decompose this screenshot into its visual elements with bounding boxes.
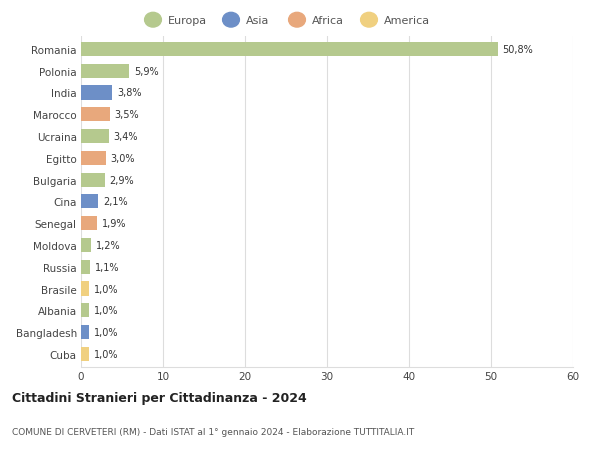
Bar: [81, 217, 97, 231]
Text: Europa: Europa: [168, 16, 207, 26]
Text: 50,8%: 50,8%: [502, 45, 533, 55]
Text: Africa: Africa: [312, 16, 344, 26]
Text: 1,0%: 1,0%: [94, 349, 119, 359]
Text: 2,1%: 2,1%: [103, 197, 128, 207]
Text: 3,8%: 3,8%: [117, 88, 142, 98]
Text: Cittadini Stranieri per Cittadinanza - 2024: Cittadini Stranieri per Cittadinanza - 2…: [12, 392, 307, 405]
Bar: [81, 260, 90, 274]
Text: America: America: [384, 16, 430, 26]
Text: 1,0%: 1,0%: [94, 284, 119, 294]
Text: 1,1%: 1,1%: [95, 262, 119, 272]
Bar: [81, 151, 106, 166]
Text: 3,0%: 3,0%: [110, 153, 135, 163]
Bar: [81, 238, 91, 252]
Text: 2,9%: 2,9%: [110, 175, 134, 185]
Bar: [81, 303, 89, 318]
Text: 3,5%: 3,5%: [115, 110, 139, 120]
Bar: [81, 64, 130, 78]
Bar: [81, 282, 89, 296]
Text: 1,2%: 1,2%: [96, 241, 121, 251]
Bar: [81, 86, 112, 101]
Text: 5,9%: 5,9%: [134, 67, 159, 77]
Text: 1,9%: 1,9%: [101, 218, 126, 229]
Bar: [81, 43, 497, 57]
Bar: [81, 108, 110, 122]
Text: 3,4%: 3,4%: [114, 132, 139, 142]
Bar: [81, 325, 89, 340]
Bar: [81, 129, 109, 144]
Bar: [81, 347, 89, 361]
Text: 1,0%: 1,0%: [94, 306, 119, 316]
Text: 1,0%: 1,0%: [94, 327, 119, 337]
Bar: [81, 173, 105, 187]
Bar: [81, 195, 98, 209]
Text: COMUNE DI CERVETERI (RM) - Dati ISTAT al 1° gennaio 2024 - Elaborazione TUTTITAL: COMUNE DI CERVETERI (RM) - Dati ISTAT al…: [12, 427, 414, 436]
Text: Asia: Asia: [246, 16, 269, 26]
